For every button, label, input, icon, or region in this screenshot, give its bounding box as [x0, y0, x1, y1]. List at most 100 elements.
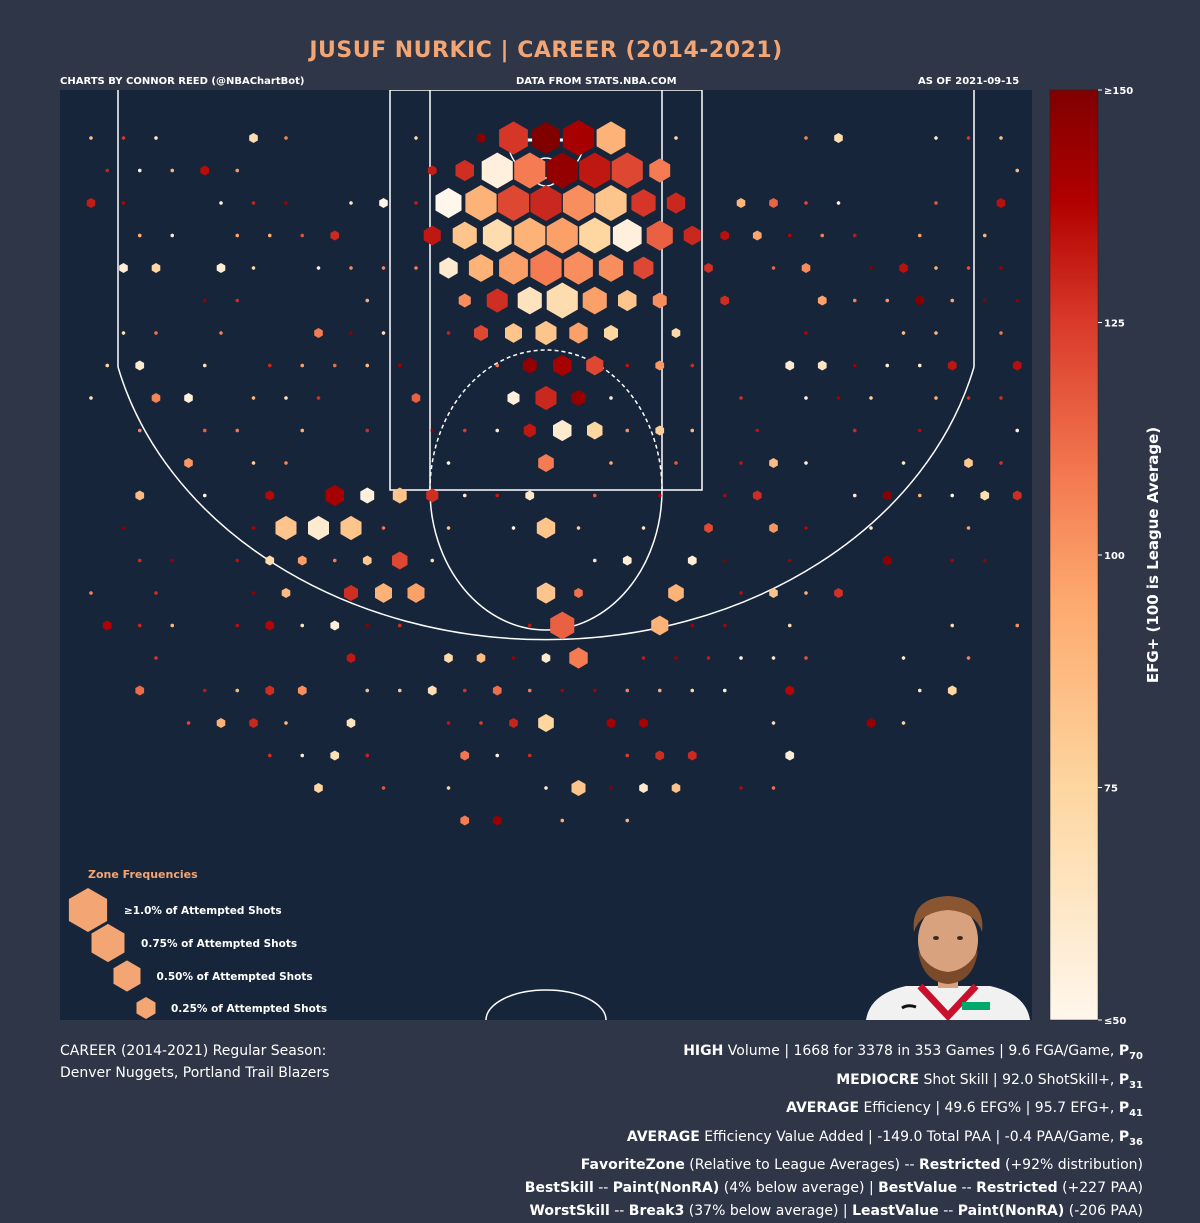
shot-zone-hex [723, 558, 727, 563]
shot-zone-hex [752, 230, 762, 241]
shot-zone-hex [836, 396, 841, 400]
shot-zone-hex [631, 189, 656, 217]
shot-zone-hex [999, 266, 1003, 270]
shot-zone-hex [308, 515, 329, 541]
shot-zone-hex [170, 623, 174, 628]
shot-zone-hex [633, 256, 654, 280]
shot-zone-hex [297, 685, 307, 696]
shot-zone-hex [639, 783, 648, 793]
shot-zone-hex [606, 718, 616, 728]
shot-zone-hex [268, 753, 272, 758]
shot-zone-hex [427, 165, 437, 176]
shot-zone-hex [446, 786, 451, 790]
shot-zone-hex [1012, 360, 1022, 371]
shot-zone-hex [918, 493, 922, 498]
shot-zone-hex [235, 428, 239, 433]
shot-zone-hex [528, 623, 532, 628]
shot-zone-hex [655, 360, 665, 371]
shot-zone-hex [996, 198, 1006, 208]
shot-zone-hex [853, 233, 857, 238]
shot-zone-hex [820, 233, 824, 238]
shot-zone-hex [1015, 623, 1019, 628]
shot-zone-hex [1015, 428, 1019, 433]
shot-zone-hex [154, 656, 158, 660]
shot-zone-hex [251, 591, 256, 595]
shot-zone-hex [804, 331, 808, 335]
shot-zone-hex [203, 493, 207, 498]
lane-outer [389, 90, 703, 491]
shot-zone-hex [609, 786, 613, 790]
shot-zone-hex [495, 493, 499, 498]
shot-zone-hex [486, 288, 508, 313]
shot-zone-hex [474, 325, 488, 341]
colorbar-tick-label: ≥150 [1104, 86, 1133, 97]
shot-zone-hex [536, 517, 556, 539]
shot-zone-hex [476, 133, 486, 143]
shot-zone-hex [340, 515, 362, 541]
shot-zone-hex [330, 230, 340, 241]
legend-label: 0.50% of Attempted Shots [157, 971, 313, 983]
shot-zone-hex [560, 688, 564, 693]
shot-zone-hex [184, 393, 193, 403]
data-source: DATA FROM STATS.NBA.COM [516, 76, 677, 87]
shot-zone-hex [674, 656, 678, 660]
shot-zone-hex [690, 363, 694, 368]
shot-zone-hex [381, 266, 386, 270]
shot-zone-hex [426, 488, 439, 503]
shot-zone-hex [804, 656, 808, 660]
shot-zone-hex [769, 458, 778, 468]
shot-zone-hex [538, 454, 554, 472]
shot-zone-hex [170, 233, 174, 238]
shot-zone-hex [532, 121, 560, 155]
legend-label: ≥1.0% of Attempted Shots [124, 905, 282, 917]
shot-zone-hex [423, 225, 441, 246]
shot-zone-hex [683, 225, 701, 246]
shot-zone-hex [569, 322, 588, 344]
shot-zone-hex [817, 360, 827, 371]
shot-zone-hex [934, 266, 938, 270]
shot-zone-hex [901, 461, 906, 465]
shot-zone-hex [999, 461, 1003, 465]
shot-zone-hex [184, 458, 193, 468]
shot-zone-hex [249, 718, 258, 728]
shot-zone-hex [463, 493, 467, 498]
as-of-date: AS OF 2021-09-15 [918, 76, 1020, 87]
shot-zone-hex [333, 558, 337, 563]
shot-zone-hex [330, 750, 340, 761]
shot-zone-hex [138, 168, 142, 173]
shot-zone-hex [505, 323, 522, 343]
shot-zone-hex [649, 158, 671, 183]
stat-shot-skill: MEDIOCRE Shot Skill | 92.0 ShotSkill+, P… [836, 1071, 1143, 1091]
shot-zone-hex [105, 363, 109, 368]
shot-zone-hex [300, 233, 304, 238]
shot-zone-hex [586, 355, 604, 376]
shot-zone-hex [330, 620, 340, 631]
shot-zone-hex [934, 201, 938, 205]
shot-zone-hex [622, 555, 632, 566]
shot-zone-hex [398, 688, 402, 693]
shot-zone-hex [284, 721, 288, 725]
shot-zone-hex [950, 493, 954, 498]
shot-zone-hex [651, 615, 669, 636]
center-circle [485, 989, 607, 1020]
shot-zone-hex [430, 558, 434, 563]
shot-zone-hex [463, 428, 467, 433]
shot-zone-hex [739, 786, 743, 790]
shot-zone-hex [625, 753, 629, 758]
shot-zone-hex [349, 331, 353, 335]
shot-zone-hex [235, 168, 239, 173]
shot-zone-hex [655, 425, 665, 436]
shot-zone-hex [154, 136, 158, 140]
colorbar-tick-label: 100 [1104, 551, 1125, 562]
stat-best: BestSkill -- Paint(NonRA) (4% below aver… [524, 1180, 1143, 1197]
shot-zone-hex [392, 551, 408, 570]
shot-zone-hex [966, 136, 971, 140]
shot-zone-hex [541, 653, 551, 663]
shot-zone-hex [186, 721, 191, 725]
shot-zone-hex [609, 396, 613, 400]
shot-zone-hex [135, 490, 145, 501]
shot-zone-hex [360, 487, 375, 504]
court-lines [117, 90, 975, 1020]
shot-zone-hex [251, 396, 256, 400]
shot-zone-hex [468, 254, 494, 282]
